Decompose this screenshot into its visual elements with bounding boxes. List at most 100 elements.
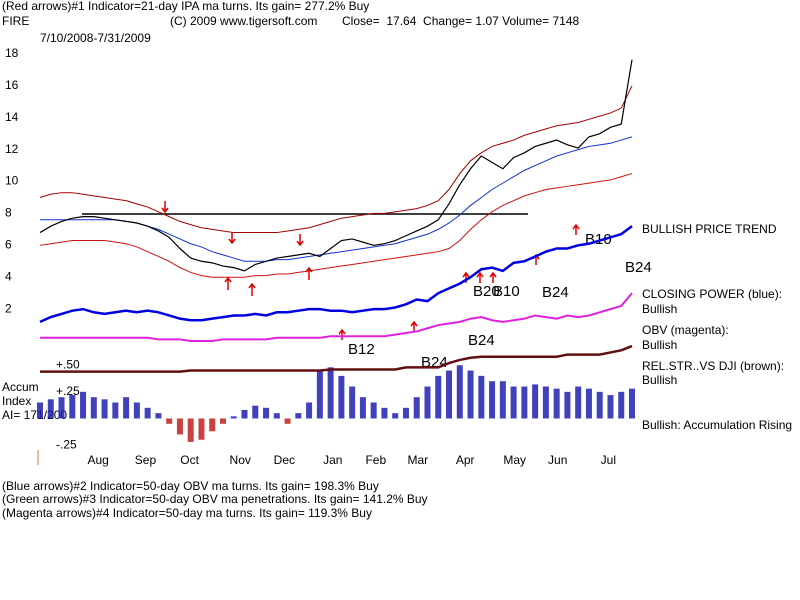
y-tick-label: 16 [5, 78, 19, 92]
accum-bar [209, 418, 216, 432]
y-tick-label: +.50 [56, 357, 80, 371]
side-label: Bullish [642, 338, 677, 352]
accum-bar [112, 402, 119, 419]
annotation: B12 [348, 341, 375, 358]
accum-bar [316, 370, 323, 419]
y-tick-label: +.25 [56, 384, 80, 398]
y-tick-label: 18 [5, 46, 19, 60]
accum-bar [284, 418, 291, 424]
accum-bar [123, 397, 130, 419]
y-tick-label: 8 [5, 206, 12, 220]
accum-bar [596, 391, 603, 419]
accum-bar [90, 397, 97, 419]
series-line [39, 225, 633, 324]
accum-bar [392, 413, 399, 419]
accum-bar [327, 367, 334, 419]
x-tick-label: Nov [230, 453, 251, 467]
accum-bar [456, 365, 463, 419]
annotation: B24 [468, 332, 495, 349]
accum-bar [252, 405, 259, 419]
series-line [39, 85, 633, 234]
accum-bar [467, 370, 474, 419]
accum-bar [424, 386, 431, 419]
accum-label: Accum [2, 380, 39, 394]
accum-bar [133, 402, 140, 419]
accum-bar [37, 402, 43, 419]
series-line [40, 136, 633, 262]
x-tick-label: Jan [323, 453, 342, 467]
accum-bar [446, 370, 453, 419]
accum-bar [575, 386, 582, 419]
header-line: (Red arrows)#1 Indicator=21-day IPA ma t… [2, 0, 369, 13]
series-line [40, 344, 633, 373]
accum-bar [230, 416, 237, 419]
series-line [39, 173, 633, 278]
annotation: B24 [625, 259, 652, 276]
accum-bar [607, 395, 614, 419]
accum-bar [413, 397, 420, 419]
side-label: OBV (magenta): [642, 323, 729, 337]
y-tick-label: 6 [5, 237, 12, 251]
series-line [39, 59, 633, 272]
side-label: Bullish [642, 373, 677, 387]
footer-line: (Blue arrows)#2 Indicator=50-day OBV ma … [2, 479, 379, 493]
accum-bar [499, 381, 506, 419]
x-tick-label: Jul [601, 453, 616, 467]
side-label: Bullish [642, 302, 677, 316]
accum-bar [176, 418, 183, 435]
accum-bar [101, 399, 108, 419]
side-label: CLOSING POWER (blue): [642, 287, 782, 301]
annotation: B20 [473, 283, 500, 300]
accum-bar [618, 391, 625, 419]
x-tick-label: Mar [407, 453, 428, 467]
side-label: REL.STR..VS DJI (brown): [642, 359, 784, 373]
annotation: B10 [585, 231, 612, 248]
x-tick-label: Oct [180, 453, 199, 467]
accum-bar [306, 402, 313, 419]
accum-bar [629, 388, 635, 419]
accum-bar [349, 386, 356, 419]
side-label: BULLISH PRICE TREND [642, 222, 777, 236]
footer-line: (Green arrows)#3 Indicator=50-day OBV ma… [2, 492, 428, 506]
accum-bar [402, 407, 409, 419]
x-tick-label: Apr [456, 453, 475, 467]
accum-bar [58, 397, 65, 419]
copyright: (C) 2009 www.tigersoft.com [170, 14, 317, 28]
accum-bar [187, 418, 194, 442]
accum-bar [585, 388, 592, 419]
accum-bar [144, 407, 151, 419]
accum-bar [553, 388, 560, 419]
annotation: B24 [542, 284, 569, 301]
accum-bar [542, 386, 549, 419]
accum-label: AI= 171/200 [2, 408, 67, 422]
accum-bar [155, 413, 162, 419]
y-tick-label: 10 [5, 174, 19, 188]
series-line [40, 292, 633, 342]
accum-bar [564, 391, 571, 419]
accum-label: Index [2, 394, 31, 408]
accum-bar [435, 375, 442, 419]
side-label: Bullish: Accumulation Rising [642, 418, 792, 432]
accum-bar [510, 386, 517, 419]
accum-bar [478, 375, 485, 419]
x-tick-label: Aug [87, 453, 108, 467]
quote: Close= 17.64 Change= 1.07 Volume= 7148 [342, 14, 580, 28]
accum-bar [295, 413, 302, 419]
accum-bar [47, 399, 54, 419]
accum-bar [338, 375, 345, 419]
y-tick-label: 4 [5, 269, 12, 283]
accum-bar [219, 418, 226, 424]
x-tick-label: Sep [135, 453, 157, 467]
y-tick-label: 14 [5, 110, 19, 124]
accum-bar [521, 386, 528, 419]
accum-bar [532, 384, 539, 419]
accum-bar [80, 391, 87, 419]
accum-bar [273, 413, 280, 419]
y-tick-label: 12 [5, 142, 19, 156]
x-tick-label: May [503, 453, 526, 467]
x-tick-label: Jun [548, 453, 567, 467]
accum-bar [359, 397, 366, 419]
footer-line: (Magenta arrows)#4 Indicator=50-day ma t… [2, 506, 372, 520]
accum-bar [381, 407, 388, 419]
